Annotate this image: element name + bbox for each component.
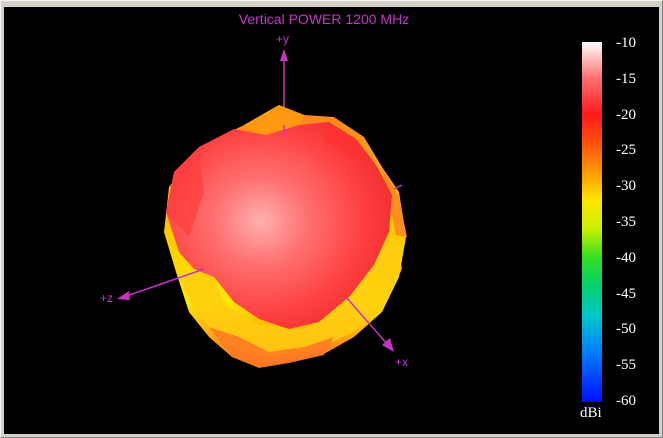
z-axis-label: +z [100,291,113,305]
colorbar-tick-label: -20 [616,106,636,123]
colorbar-tick-label: -15 [616,70,636,87]
colorbar-tick-label: -35 [616,214,636,230]
colorbar-tick-label: -25 [616,142,636,159]
colorbar-tick-label: -40 [616,249,636,266]
colorbar-tick-label: -45 [616,285,636,302]
pattern-upper-right-facet [324,122,376,165]
pattern-lower-band [179,235,402,359]
y-axis-arrow-icon [280,49,288,61]
radiation-pattern-3d[interactable]: +y +z +x [4,7,659,434]
hidden-axis-stub [393,184,403,190]
y-axis-label: +y [276,32,289,46]
plot-title: Vertical POWER 1200 MHz [238,11,410,27]
colorbar-unit: dBi [580,405,602,421]
z-axis-arrow-icon [117,291,130,300]
pattern-right-facet [382,167,407,237]
plot-viewport[interactable]: Vertical POWER 1200 MHz [4,7,659,434]
colorbar-tick-label: -10 [616,35,636,51]
pattern-bottom-facet [209,327,334,368]
colorbar-tick-label: -55 [616,357,636,374]
z-axis-line [123,268,205,298]
pattern-left-facet [166,147,204,237]
colorbar-tick-label: -60 [616,393,636,409]
colorbar-tick-label: -50 [616,321,636,338]
colorbar-tick-label: -30 [616,178,636,195]
x-axis-label: +x [395,355,408,369]
x-axis-line [345,296,389,346]
colorbar [582,42,602,402]
pattern-main-lobe [166,122,392,329]
x-axis-arrow-icon [382,338,394,352]
